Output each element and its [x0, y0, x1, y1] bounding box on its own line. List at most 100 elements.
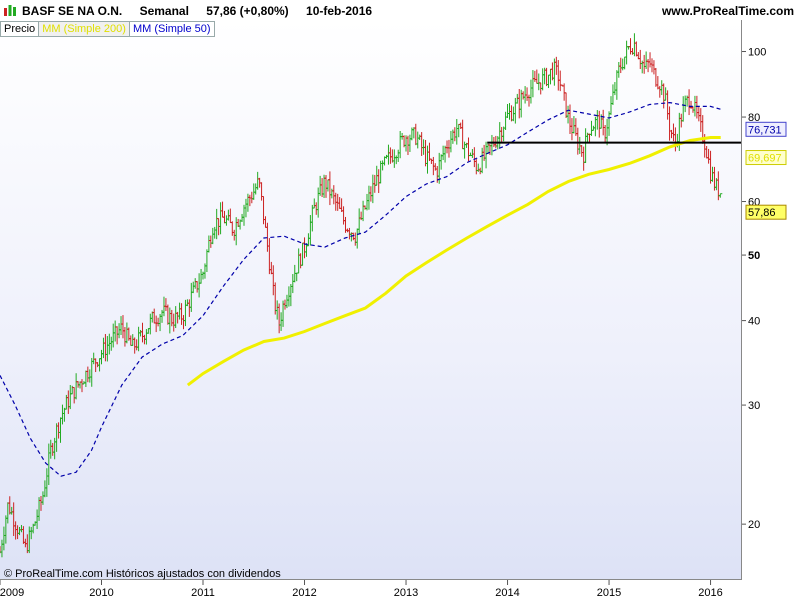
price-bar [698, 108, 703, 132]
price-bar [601, 109, 606, 136]
price-bar [199, 268, 204, 284]
price-bar [443, 145, 448, 163]
price-bar [661, 83, 666, 109]
y-tick-label: 30 [748, 400, 760, 412]
price-bar [460, 119, 465, 150]
x-axis[interactable]: 2009 2010 2011 2012 2013 2014 2015 2016 [0, 580, 742, 600]
price-bar [300, 242, 305, 266]
price-bar [536, 73, 541, 91]
price-bar [83, 370, 88, 388]
price-bar [517, 88, 522, 119]
price-bar [419, 132, 424, 156]
price-bar [505, 103, 510, 118]
price-bar [275, 300, 280, 320]
price-bar [454, 118, 459, 145]
price-bar [91, 352, 96, 365]
price-chart[interactable] [0, 20, 741, 579]
price-bar [124, 322, 129, 344]
price-bar [42, 480, 47, 498]
x-tick-label: 2011 [191, 587, 215, 599]
price-bar [74, 373, 79, 400]
price-bar [169, 309, 174, 327]
price-bar [620, 58, 625, 71]
price-bar [525, 87, 530, 101]
price-bar [245, 193, 250, 212]
price-bar [364, 193, 369, 211]
price-bar [363, 205, 368, 210]
price-bar [681, 96, 686, 122]
price-bar [255, 171, 260, 190]
price-bar [60, 404, 65, 425]
price-bar [226, 209, 231, 221]
price-bar [429, 158, 434, 164]
price-bar [212, 226, 217, 239]
legend-price[interactable]: Precio [1, 22, 40, 36]
price-bar [119, 316, 124, 335]
x-tick-label: 2010 [89, 587, 113, 599]
price-bar [150, 311, 155, 323]
price-bar [357, 208, 362, 234]
price-bar [608, 96, 613, 115]
price-bar [476, 163, 481, 172]
price-bar [144, 329, 149, 345]
price-bar [380, 160, 385, 171]
price-bar [331, 185, 336, 205]
price-bar [87, 369, 92, 383]
price-bar [441, 145, 446, 161]
price-bar [9, 506, 14, 515]
price-bar [97, 358, 102, 372]
price-bar [177, 302, 182, 320]
price-bar [218, 202, 223, 235]
price-bar [35, 509, 40, 529]
price-bar [470, 149, 475, 158]
price-bar [446, 139, 451, 158]
price-bar [583, 128, 588, 163]
price-bar [3, 515, 8, 544]
price-bar [683, 95, 688, 113]
price-bar [614, 70, 619, 100]
price-bar [673, 127, 678, 152]
price-bar [120, 315, 125, 339]
price-bar [79, 379, 84, 393]
price-bar [318, 175, 323, 196]
price-bar [327, 171, 332, 206]
price-bar [173, 306, 178, 329]
y-axis[interactable]: 100 80 60 50 40 30 20 76,731 69,697 57,86 [742, 20, 800, 580]
price-bar [148, 313, 153, 335]
price-bar [312, 198, 317, 209]
price-bar [618, 57, 623, 74]
price-bar [394, 155, 399, 165]
price-bar [325, 179, 330, 192]
date-label: 10-feb-2016 [306, 4, 373, 18]
price-bar [323, 175, 328, 198]
price-bar [372, 174, 377, 193]
price-bar [195, 281, 200, 293]
price-bar [316, 187, 321, 218]
price-bar [296, 248, 301, 274]
price-bar [249, 191, 254, 204]
legend: Precio MM (Simple 200) MM (Simple 50) [0, 21, 215, 37]
price-bar [687, 89, 692, 116]
y-tick-label: 80 [748, 112, 760, 124]
price-bar [616, 62, 621, 78]
price-bar [107, 333, 112, 355]
instrument-name: BASF SE NA O.N. [22, 4, 123, 18]
price-bar [417, 134, 422, 141]
legend-ma200[interactable]: MM (Simple 200) [39, 22, 130, 36]
price-bar [56, 422, 61, 439]
price-bar [138, 329, 143, 337]
price-bar [15, 525, 20, 540]
price-bar [140, 322, 145, 343]
price-bar [163, 298, 168, 311]
chart-plot-area[interactable] [0, 20, 742, 580]
price-bar [288, 284, 293, 307]
legend-ma50[interactable]: MM (Simple 50) [129, 22, 214, 36]
price-bar [448, 130, 453, 153]
price-bar [622, 56, 627, 70]
price-bar [304, 243, 309, 257]
price-bar [361, 200, 366, 222]
price-bar [132, 337, 137, 354]
price-bar [534, 69, 539, 84]
price-bar [413, 123, 418, 146]
period-label: Semanal [139, 4, 189, 18]
